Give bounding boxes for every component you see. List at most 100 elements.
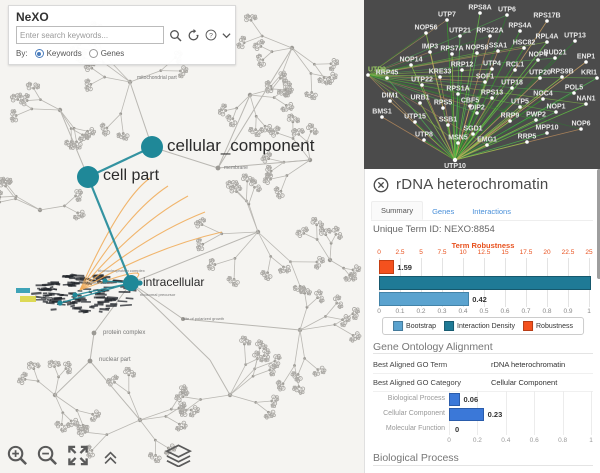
gene-node[interactable] xyxy=(385,76,389,80)
term-title: rDNA heterochromatin xyxy=(396,176,549,193)
legend-item[interactable]: Bootstrap xyxy=(393,321,436,331)
ontology-node[interactable] xyxy=(123,275,139,291)
gene-node[interactable] xyxy=(438,75,442,79)
gene-node[interactable] xyxy=(508,119,512,123)
legend-item[interactable]: Robustness xyxy=(522,321,573,331)
gene-node[interactable] xyxy=(505,13,509,17)
gene-node[interactable] xyxy=(475,111,479,115)
gene-node[interactable] xyxy=(553,56,557,60)
gene-node[interactable] xyxy=(420,83,424,87)
search-icon[interactable] xyxy=(169,29,182,42)
gene-node[interactable] xyxy=(471,132,475,136)
gene-node[interactable] xyxy=(428,50,432,54)
radio-genes[interactable] xyxy=(88,49,98,58)
gene-node[interactable] xyxy=(483,80,487,84)
gene-node[interactable] xyxy=(584,60,588,64)
gene-node[interactable] xyxy=(456,92,460,96)
tab-interactions[interactable]: Interactions xyxy=(472,207,511,216)
gene-node[interactable] xyxy=(458,34,462,38)
gene-node[interactable] xyxy=(538,76,542,80)
ontology-node[interactable] xyxy=(141,136,163,158)
help-icon[interactable]: ? xyxy=(205,29,217,41)
gene-node[interactable] xyxy=(545,40,549,44)
fit-screen-icon[interactable] xyxy=(66,444,90,467)
gene-node[interactable] xyxy=(422,138,426,142)
gene-node[interactable] xyxy=(388,99,392,103)
ontology-canvas[interactable]: NeXO ? By: Keywords Genes cellular_compo… xyxy=(0,0,364,473)
gene-node[interactable] xyxy=(478,11,482,15)
gene-network-panel[interactable]: UTP7 RPS8A UTP6 RPS17B NOP56 UTP21 RPS22A RPS4A… xyxy=(364,0,600,169)
gene-node[interactable] xyxy=(595,76,599,80)
gene-label: SOF1 xyxy=(476,74,494,81)
gene-node[interactable] xyxy=(584,102,588,106)
go-value-bar xyxy=(449,408,484,421)
gene-label: DIP2 xyxy=(469,105,485,112)
close-icon[interactable] xyxy=(373,177,389,193)
gene-node[interactable] xyxy=(572,91,576,95)
gene-node[interactable] xyxy=(536,58,540,62)
gene-node[interactable] xyxy=(510,86,514,90)
bottom-axis-tick: 0.4 xyxy=(458,308,468,315)
gene-node[interactable] xyxy=(525,140,529,144)
gene-node[interactable] xyxy=(513,68,517,72)
gene-node[interactable] xyxy=(541,97,545,101)
gene-node[interactable] xyxy=(522,46,526,50)
zoom-in-icon[interactable] xyxy=(6,444,29,467)
gene-node[interactable] xyxy=(475,51,479,55)
go-value-label: 0.23 xyxy=(487,410,503,419)
search-input[interactable] xyxy=(16,26,164,44)
detail-scrollbar[interactable] xyxy=(597,169,600,279)
gene-node[interactable] xyxy=(518,105,522,109)
reset-icon[interactable] xyxy=(187,28,200,42)
gene-node[interactable] xyxy=(485,143,489,147)
gene-node[interactable] xyxy=(409,63,413,67)
gene-node[interactable] xyxy=(579,127,583,131)
gene-node[interactable] xyxy=(366,73,370,77)
gene-node[interactable] xyxy=(468,104,472,108)
gene-network-svg[interactable]: UTP7 RPS8A UTP6 RPS17B NOP56 UTP21 RPS22A RPS4A… xyxy=(364,0,600,169)
gene-node[interactable] xyxy=(456,141,460,145)
zoom-out-icon[interactable] xyxy=(36,444,59,467)
gene-node[interactable] xyxy=(488,34,492,38)
gene-node[interactable] xyxy=(560,75,564,79)
by-label: By: xyxy=(16,49,28,58)
ontology-network-svg[interactable] xyxy=(0,0,364,473)
gene-node[interactable] xyxy=(490,96,494,100)
gene-node[interactable] xyxy=(446,123,450,127)
gene-node[interactable] xyxy=(490,67,494,71)
gene-node[interactable] xyxy=(545,131,549,135)
gene-node[interactable] xyxy=(554,110,558,114)
gene-node[interactable] xyxy=(518,29,522,33)
bottom-axis-tick: 0.6 xyxy=(500,308,510,315)
gene-label: DIM1 xyxy=(382,93,399,100)
gene-node[interactable] xyxy=(424,31,428,35)
collapse-icon[interactable] xyxy=(103,449,118,467)
gridline xyxy=(534,391,536,435)
top-axis-tick: 12.5 xyxy=(477,249,491,256)
gene-node[interactable] xyxy=(460,68,464,72)
gene-node[interactable] xyxy=(441,106,445,110)
gene-node[interactable] xyxy=(450,52,454,56)
layers-icon[interactable] xyxy=(165,443,192,467)
ontology-node[interactable] xyxy=(77,166,99,188)
radio-keywords-label: Keywords xyxy=(46,49,82,58)
gene-label: UTP7 xyxy=(438,12,456,19)
robustness-value: 1.59 xyxy=(397,263,412,272)
tab-genes[interactable]: Genes xyxy=(432,207,455,216)
chevron-down-icon[interactable] xyxy=(222,31,231,40)
gene-node[interactable] xyxy=(418,101,422,105)
legend-label: Interaction Density xyxy=(457,322,515,330)
gene-node[interactable] xyxy=(496,49,500,53)
gene-node[interactable] xyxy=(445,18,449,22)
go-category-key: Best Aligned GO Category xyxy=(373,377,461,387)
gene-node[interactable] xyxy=(534,118,538,122)
tab-summary[interactable]: Summary xyxy=(371,201,424,220)
legend-item[interactable]: Interaction Density xyxy=(444,321,515,331)
gene-node[interactable] xyxy=(380,115,384,119)
gene-node[interactable] xyxy=(573,39,577,43)
radio-keywords[interactable] xyxy=(34,49,44,58)
gene-node[interactable] xyxy=(545,19,549,23)
gene-node[interactable] xyxy=(413,120,417,124)
term-detail-panel: rDNA heterochromatin Summary Genes Inter… xyxy=(364,169,600,473)
gene-label: IMP3 xyxy=(422,44,438,51)
